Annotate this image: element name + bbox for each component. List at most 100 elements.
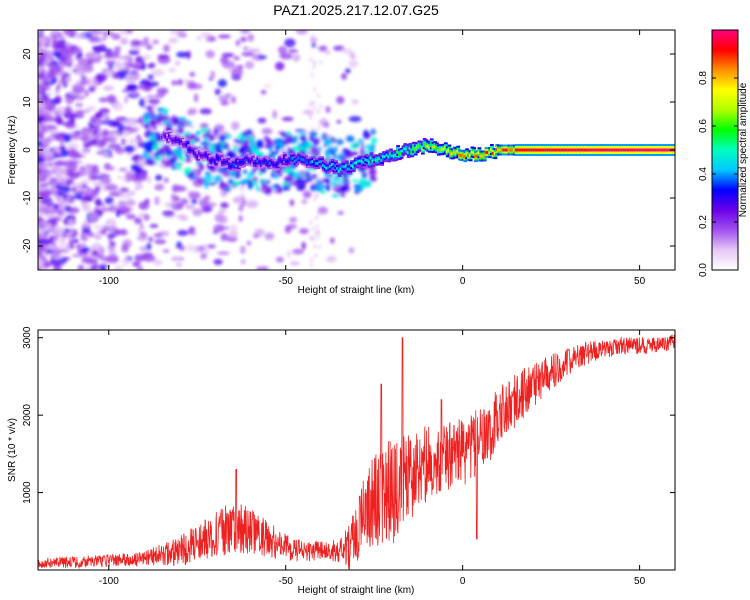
spectrogram-ridge-scatter	[284, 134, 294, 140]
spectrogram-noise-mark	[101, 151, 110, 158]
spectrogram-noise-mark	[257, 55, 267, 60]
spectrogram-noise-mark	[247, 48, 261, 53]
spectrogram-noise-mark	[57, 262, 64, 267]
spectrogram-noise-mark	[40, 237, 50, 242]
spectrogram-ridge-scatter	[310, 174, 318, 179]
spectrogram-noise-mark	[43, 252, 49, 258]
spectrogram-noise-mark	[42, 120, 48, 126]
spectrogram-noise-mark	[238, 215, 243, 222]
spectrogram-noise-mark	[113, 49, 121, 56]
spectrogram-ridge-scatter	[314, 188, 319, 192]
spectrogram-noise-mark	[289, 217, 298, 223]
spectrogram-noise-mark	[138, 201, 150, 210]
spectrogram-noise-mark	[143, 53, 151, 61]
spectrogram-noise-mark	[185, 50, 192, 60]
spectrogram-noise-mark	[176, 51, 189, 58]
spectrogram-noise-mark	[309, 116, 313, 121]
spectrogram-ridge-core	[420, 147, 425, 151]
spectrogram-noise-mark	[301, 198, 308, 205]
spectrogram-noise-mark	[100, 229, 107, 235]
spectrogram-noise-mark	[351, 99, 359, 105]
spectrogram-noise-mark	[188, 191, 201, 200]
spectrogram-ridge-scatter	[370, 137, 378, 145]
spectrogram-noise-mark	[58, 146, 66, 151]
spectrogram-noise-mark	[330, 237, 335, 244]
spectrogram-ridge-scatter	[340, 185, 350, 192]
spectrogram-noise-mark	[313, 106, 317, 111]
spectrogram-noise-mark	[46, 125, 58, 129]
spectrogram-ridge-scatter	[293, 135, 298, 143]
spectrogram-noise-mark	[98, 108, 110, 115]
spectrogram-noise-mark	[38, 175, 43, 184]
spectrogram-noise-mark	[315, 45, 319, 50]
spectrogram-ridge-scatter	[261, 182, 267, 189]
spectrogram-noise-mark	[157, 54, 170, 59]
spectrogram-noise-mark	[142, 252, 154, 258]
spectrogram-noise-mark	[244, 61, 255, 70]
spectrogram-noise-mark	[105, 254, 119, 264]
spectrogram-noise-mark	[220, 202, 229, 209]
spectrogram-noise-mark	[42, 98, 49, 102]
spectrogram-ridge-scatter	[232, 172, 237, 177]
spectrogram-noise-mark	[50, 30, 60, 34]
spectrogram-noise-mark	[127, 63, 140, 67]
spectrogram-noise-mark	[83, 142, 91, 149]
spectrogram-ridge-scatter	[153, 140, 158, 145]
spectrogram-noise-mark	[119, 39, 129, 45]
snr-frame	[37, 329, 676, 571]
spectrogram-noise-mark	[71, 253, 84, 258]
spectrogram-noise-mark	[44, 91, 53, 96]
spectrogram-noise-mark	[58, 238, 66, 248]
spectrogram-noise-mark	[126, 30, 134, 34]
spectrogram-ridge-scatter	[354, 186, 364, 192]
spectrogram-ridge-scatter	[179, 156, 185, 162]
spectrogram-noise-mark	[118, 123, 126, 133]
snr-y-tick-label: 3000	[22, 326, 33, 349]
spectrogram-noise-mark	[91, 30, 102, 36]
spectrogram-noise-mark	[152, 39, 159, 45]
spectrogram-noise-mark	[68, 238, 75, 248]
spectrogram-noise-mark	[286, 250, 292, 258]
spectrogram-noise-mark	[59, 256, 67, 264]
spectrogram-noise-mark	[119, 230, 129, 236]
spectrogram-noise-mark	[310, 72, 314, 77]
spectrogram-noise-mark	[80, 178, 91, 185]
spectrogram-noise-mark	[46, 199, 53, 206]
spectrogram-noise-mark	[174, 185, 187, 192]
spectrogram-noise-mark	[313, 87, 317, 92]
spectrogram-x-tick-label: 50	[634, 276, 646, 287]
spectrogram-ridge-scatter	[300, 134, 306, 141]
spectrogram-noise-mark	[48, 212, 53, 217]
spectrogram-noise-mark	[91, 188, 100, 196]
spectrogram-noise-mark	[64, 114, 77, 118]
spectrogram-noise-mark	[85, 106, 97, 112]
spectrogram-noise-mark	[94, 206, 99, 215]
spectrogram-noise-mark	[38, 167, 44, 172]
snr-y-ticks: 1000 2000 3000	[22, 326, 675, 504]
spectrogram-ridge-scatter	[278, 131, 287, 135]
spectrogram-ridge-scatter	[364, 144, 373, 150]
spectrogram-noise-mark	[38, 249, 45, 254]
spectrogram-noise-mark	[102, 30, 114, 36]
spectrogram-ridge-scatter	[361, 172, 368, 179]
spectrogram-noise-mark	[38, 255, 41, 260]
spectrogram-noise-mark	[317, 93, 321, 98]
spectrogram-noise-mark	[309, 263, 313, 268]
spectrogram-noise-mark	[74, 110, 87, 114]
spectrogram-ridge-scatter	[251, 168, 255, 176]
spectrogram-noise-mark	[48, 169, 55, 174]
spectrogram-noise-mark	[39, 220, 49, 226]
snr-series-line	[38, 334, 675, 570]
spectrogram-noise-mark	[84, 163, 93, 168]
spectrogram-ridge-core	[185, 142, 190, 146]
spectrogram-noise-mark	[146, 94, 155, 99]
spectrogram-ridge-scatter	[155, 156, 163, 161]
spectrogram-ridge-scatter	[161, 159, 165, 164]
spectrogram-noise-mark	[99, 246, 105, 255]
spectrogram-noise-mark	[93, 233, 101, 239]
spectrogram-ridge-scatter	[213, 175, 223, 182]
spectrogram-noise-mark	[125, 213, 136, 220]
spectrogram-noise-mark	[65, 214, 76, 220]
spectrogram-noise-mark	[286, 223, 298, 230]
spectrogram-noise-mark	[104, 114, 110, 122]
